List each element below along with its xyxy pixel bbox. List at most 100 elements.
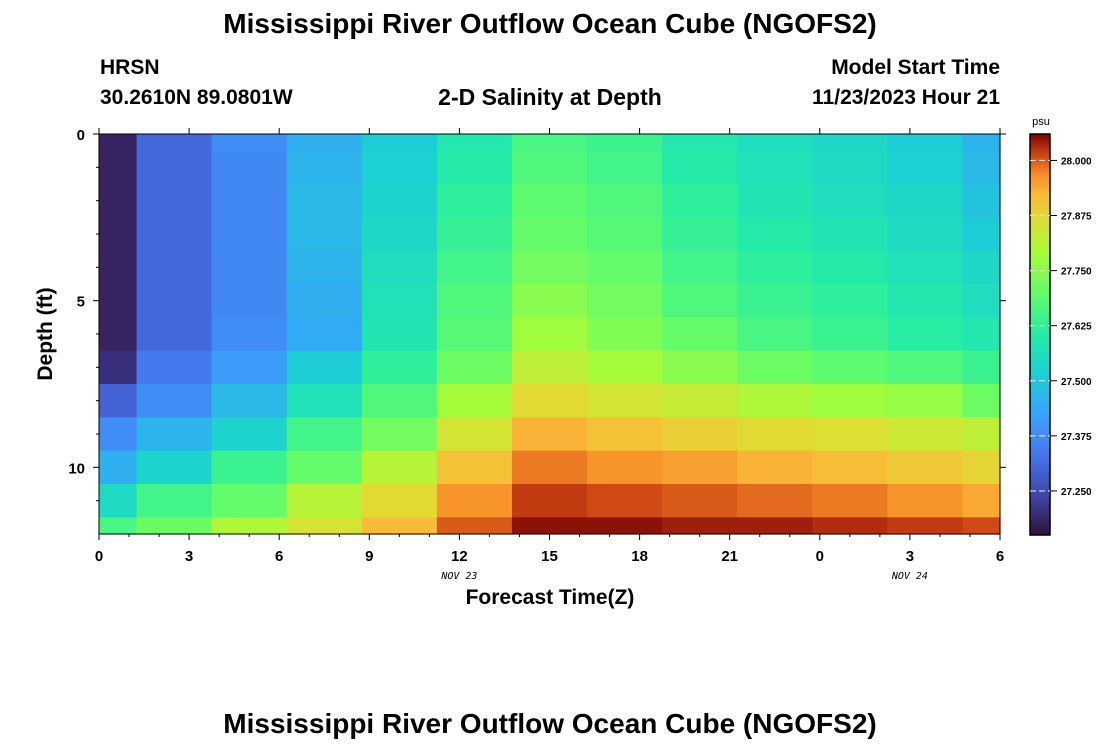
heatmap-cell bbox=[361, 217, 438, 252]
heatmap-cell bbox=[136, 484, 213, 518]
x-tick-label: 15 bbox=[541, 548, 558, 565]
heatmap-cell bbox=[361, 134, 438, 152]
heatmap-cell bbox=[737, 134, 813, 152]
heatmap-cell bbox=[737, 317, 813, 352]
heatmap-cell bbox=[887, 150, 964, 185]
heatmap-cell bbox=[812, 517, 888, 535]
heatmap-cell bbox=[511, 217, 588, 252]
heatmap-cell bbox=[662, 250, 738, 285]
heatmap-cell bbox=[136, 217, 213, 252]
heatmap-cell bbox=[662, 317, 738, 352]
plot-axes: 0 3 6 9 12 15 18 21 0 3 6 NOV 23 NOV 24 0 5 10 bbox=[68, 127, 1006, 582]
heatmap-cell bbox=[962, 350, 1001, 385]
heatmap-cell bbox=[136, 184, 213, 218]
colorbar-unit: psu bbox=[1032, 116, 1050, 128]
heatmap-cell bbox=[511, 450, 588, 485]
heatmap-cell bbox=[286, 517, 363, 535]
heatmap-cell bbox=[136, 450, 213, 485]
heatmap-cell bbox=[662, 150, 738, 185]
heatmap-cell bbox=[511, 250, 588, 285]
heatmap-cell bbox=[211, 517, 288, 535]
heatmap-cell bbox=[361, 150, 438, 185]
x-tick-label: 18 bbox=[631, 548, 648, 565]
x-tick-label: 0 bbox=[95, 548, 103, 565]
heatmap-cell bbox=[361, 350, 438, 385]
heatmap-cell bbox=[99, 384, 138, 418]
x-tick-label: 6 bbox=[275, 548, 283, 565]
x-axis-label: Forecast Time(Z) bbox=[466, 586, 635, 609]
heatmap-cell bbox=[511, 150, 588, 185]
heatmap-cell bbox=[136, 150, 213, 185]
heatmap-cell bbox=[286, 284, 363, 318]
heatmap-cell bbox=[136, 517, 213, 535]
heatmap-cell bbox=[286, 417, 363, 452]
heatmap-cell bbox=[136, 350, 213, 385]
colorbar-tick-label: 27.625 bbox=[1061, 322, 1092, 333]
heatmap-cell bbox=[211, 250, 288, 285]
heatmap-cell bbox=[211, 184, 288, 218]
date-label: NOV 24 bbox=[891, 571, 928, 582]
heatmap-cell bbox=[436, 150, 513, 185]
heatmap-cell bbox=[286, 134, 363, 152]
heatmap-cell bbox=[99, 250, 138, 285]
heatmap-cell bbox=[361, 250, 438, 285]
heatmap-cell bbox=[286, 217, 363, 252]
heatmap-cell bbox=[812, 284, 888, 318]
heatmap-cell bbox=[511, 417, 588, 452]
heatmap-cell bbox=[136, 417, 213, 452]
heatmap-cell bbox=[887, 450, 964, 485]
heatmap-cell bbox=[962, 150, 1001, 185]
heatmap-cell bbox=[511, 184, 588, 218]
date-label: NOV 23 bbox=[440, 571, 477, 582]
heatmap-cell bbox=[962, 417, 1001, 452]
heatmap-cell bbox=[662, 517, 738, 535]
heatmap-cell bbox=[737, 217, 813, 252]
heatmap-cell bbox=[962, 317, 1001, 352]
y-tick-label: 10 bbox=[68, 460, 85, 477]
heatmap-cell bbox=[286, 250, 363, 285]
station-name: HRSN bbox=[100, 56, 160, 79]
heatmap-cell bbox=[211, 317, 288, 352]
heatmap-cell bbox=[587, 217, 663, 252]
heatmap-cell bbox=[737, 284, 813, 318]
heatmap-cell bbox=[587, 384, 663, 418]
colorbar-tick-label: 28.000 bbox=[1061, 156, 1092, 167]
heatmap-cell bbox=[812, 450, 888, 485]
heatmap-cell bbox=[286, 384, 363, 418]
heatmap-cell bbox=[737, 484, 813, 518]
heatmap-cell bbox=[812, 217, 888, 252]
colorbar-tick-label: 27.250 bbox=[1061, 487, 1092, 498]
heatmap-cell bbox=[211, 134, 288, 152]
heatmap-cell bbox=[962, 184, 1001, 218]
heatmap-cell bbox=[99, 217, 138, 252]
heatmap-cell bbox=[812, 384, 888, 418]
heatmap-cell bbox=[587, 284, 663, 318]
heatmap-cell bbox=[587, 517, 663, 535]
heatmap-cell bbox=[587, 317, 663, 352]
heatmap-cell bbox=[737, 350, 813, 385]
heatmap-cell bbox=[211, 217, 288, 252]
heatmap-cell bbox=[136, 384, 213, 418]
heatmap-cell bbox=[211, 350, 288, 385]
heatmap-cell bbox=[962, 384, 1001, 418]
colorbar-tick-label: 27.750 bbox=[1061, 267, 1092, 278]
heatmap-cell bbox=[962, 517, 1001, 535]
heatmap-cell bbox=[99, 284, 138, 318]
colorbar-tick-label: 27.375 bbox=[1061, 432, 1092, 443]
heatmap-cell bbox=[662, 417, 738, 452]
page-title: Mississippi River Outflow Ocean Cube (NG… bbox=[223, 8, 877, 39]
heatmap-cell bbox=[436, 350, 513, 385]
model-start-value: 11/23/2023 Hour 21 bbox=[812, 86, 1000, 109]
heatmap-cell bbox=[99, 150, 138, 185]
heatmap-cell bbox=[662, 184, 738, 218]
x-tick-label: 0 bbox=[816, 548, 824, 565]
heatmap-cell bbox=[662, 284, 738, 318]
heatmap-cell bbox=[587, 350, 663, 385]
heatmap-cell bbox=[436, 250, 513, 285]
heatmap-cell bbox=[436, 417, 513, 452]
heatmap-cell bbox=[99, 317, 138, 352]
heatmap-cell bbox=[812, 417, 888, 452]
heatmap-cell bbox=[136, 250, 213, 285]
heatmap-cell bbox=[962, 134, 1001, 152]
heatmap-cell bbox=[136, 134, 213, 152]
